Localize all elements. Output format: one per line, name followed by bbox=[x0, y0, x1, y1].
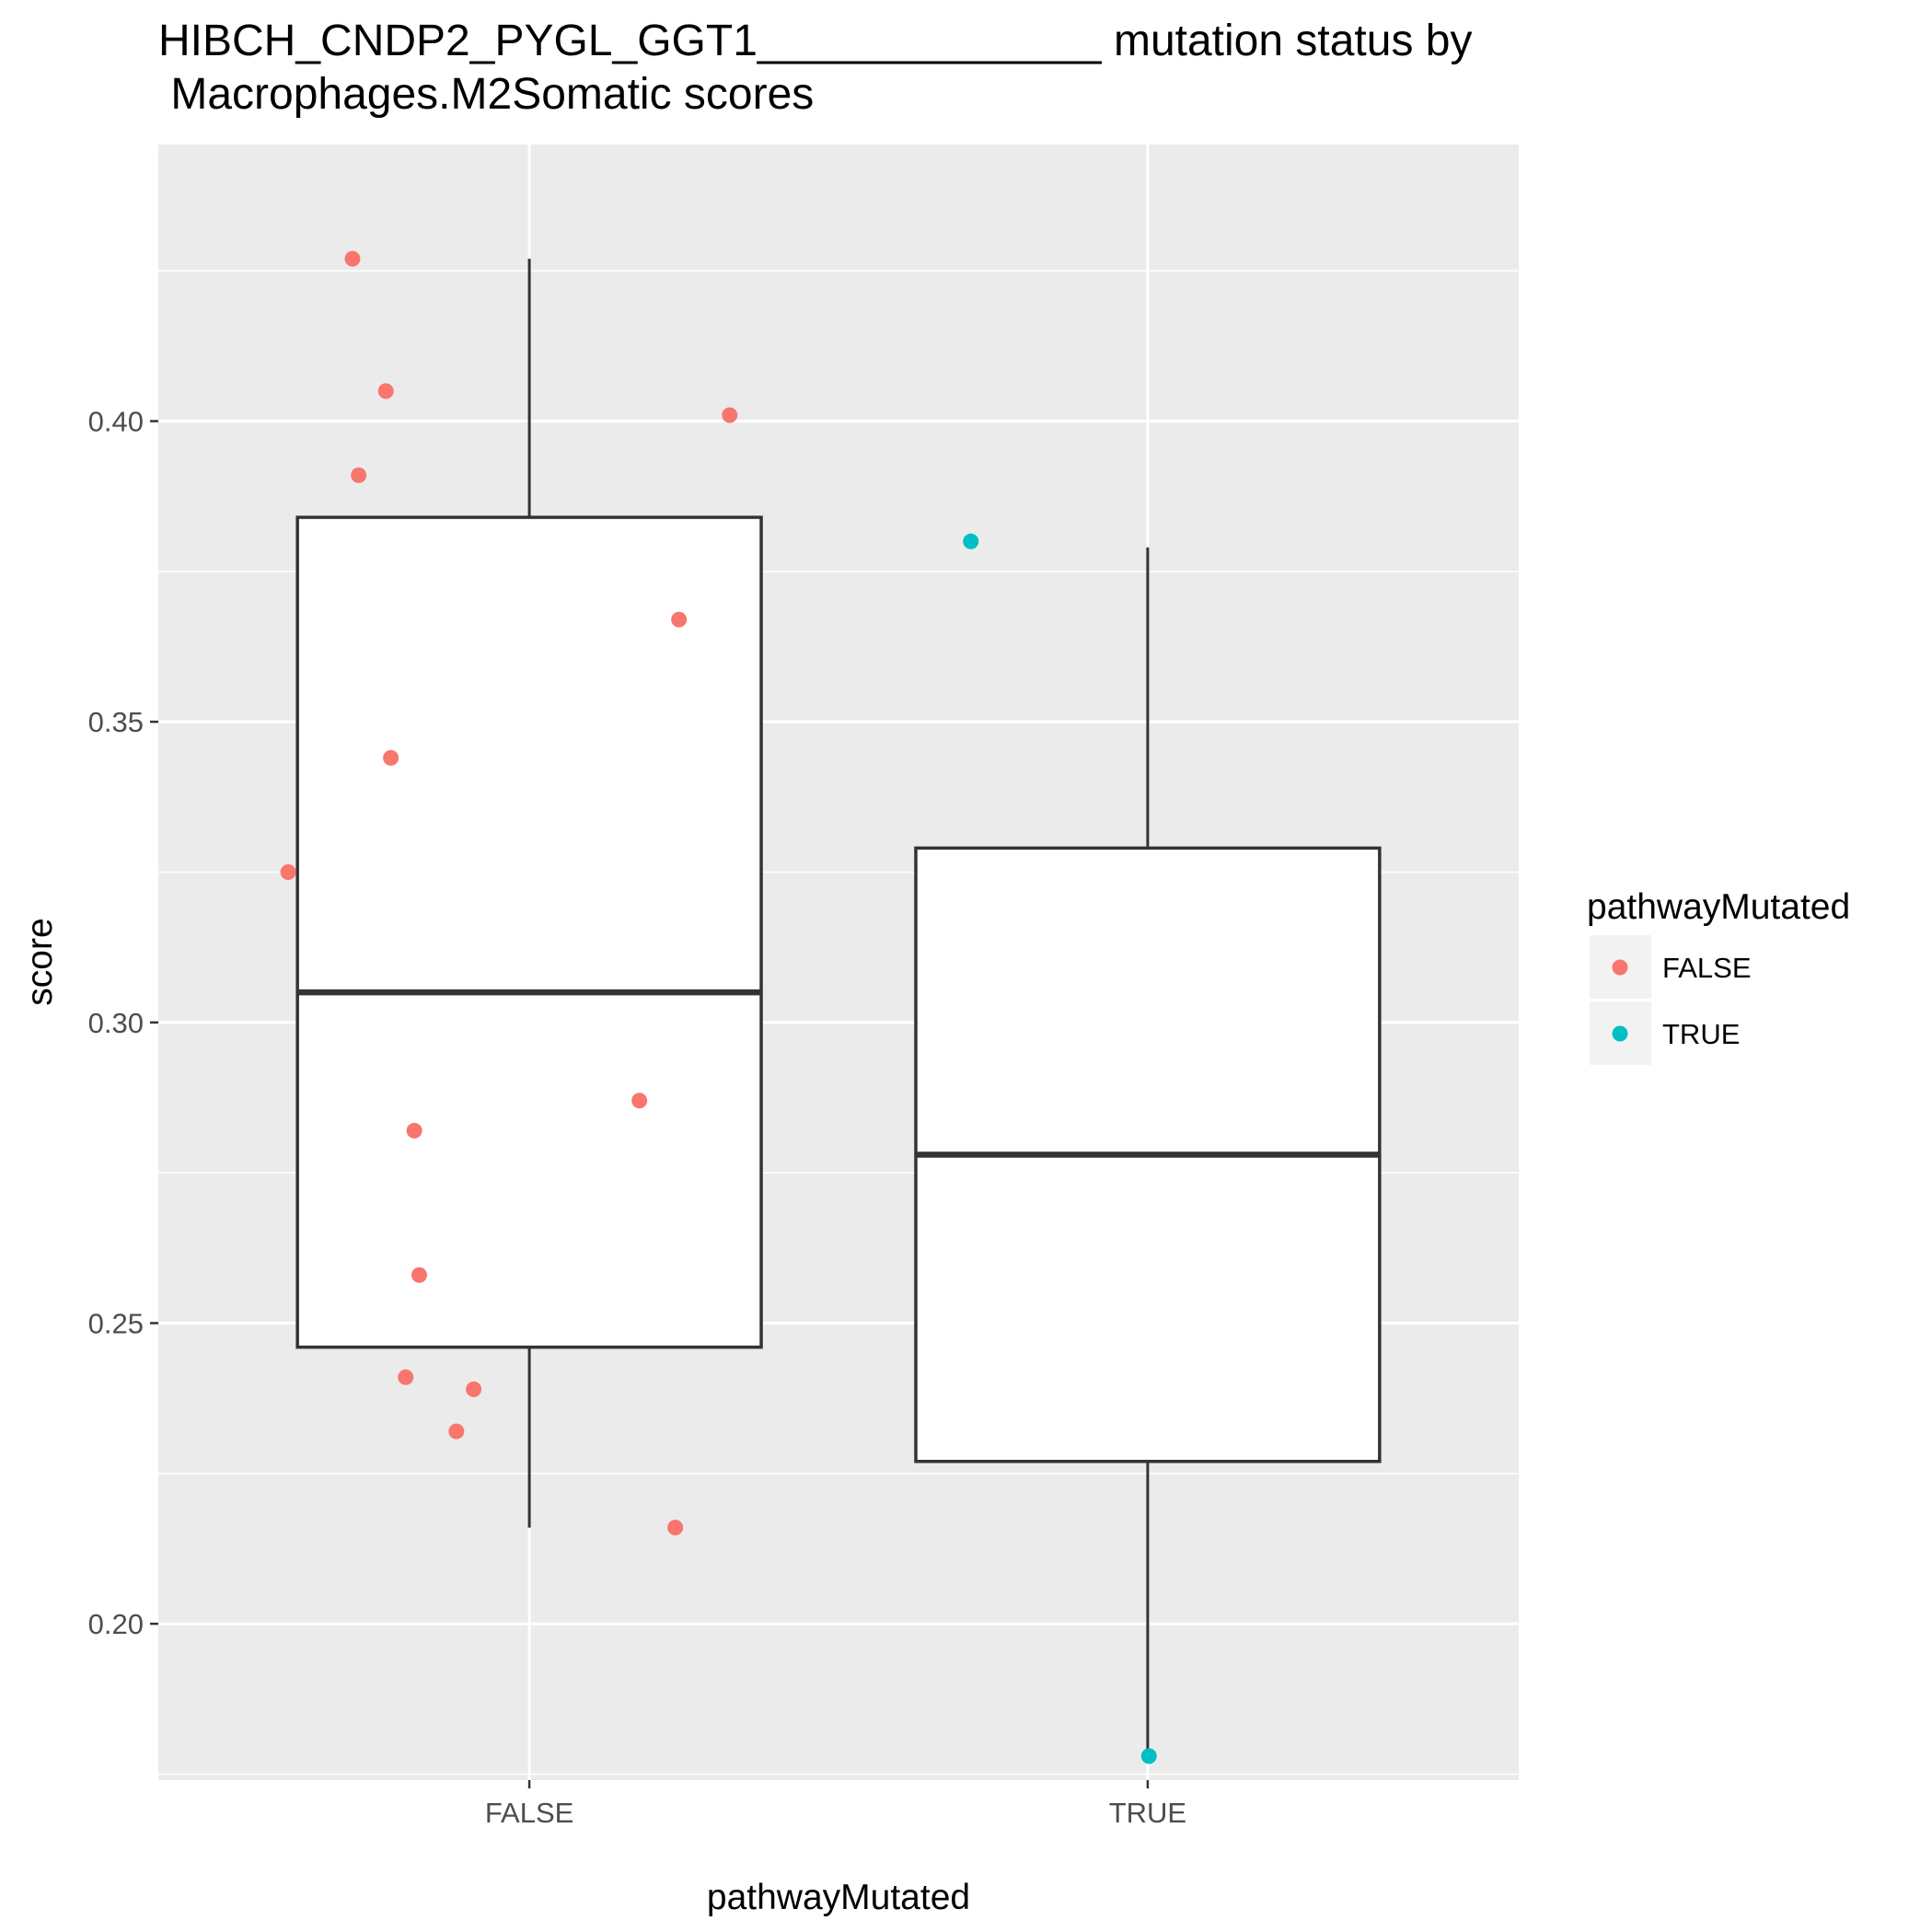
legend-label: TRUE bbox=[1662, 1018, 1740, 1050]
data-point-false bbox=[722, 407, 738, 423]
point-layer bbox=[280, 250, 1157, 1764]
data-point-false bbox=[383, 749, 399, 766]
chart-title: HIBCH_CNDP2_PYGL_GGT1______________ muta… bbox=[158, 17, 1472, 119]
chart-title-line-2: Macrophages.M2Somatic scores bbox=[158, 70, 814, 119]
box-false bbox=[295, 259, 763, 1528]
data-point-false bbox=[344, 250, 361, 267]
data-point-true bbox=[1140, 1748, 1157, 1764]
data-point-false bbox=[411, 1267, 428, 1283]
legend-items: FALSE TRUE bbox=[1590, 935, 1752, 1065]
box-layer bbox=[295, 259, 1382, 1756]
data-point-false bbox=[466, 1381, 482, 1397]
legend-key-swatch bbox=[1612, 1025, 1628, 1042]
y-tick-label: 0.25 bbox=[88, 1307, 144, 1339]
y-tick-label: 0.35 bbox=[88, 706, 144, 738]
legend-label: FALSE bbox=[1662, 952, 1752, 984]
y-tick-label: 0.40 bbox=[88, 406, 144, 438]
data-point-false bbox=[631, 1093, 648, 1109]
data-point-false bbox=[448, 1423, 465, 1440]
data-point-false bbox=[671, 611, 688, 628]
legend: pathwayMutated FALSE TRUE bbox=[1587, 887, 1850, 1065]
data-point-false bbox=[377, 383, 394, 399]
legend-title: pathwayMutated bbox=[1587, 887, 1850, 927]
data-point-true bbox=[963, 533, 979, 550]
legend-key-swatch bbox=[1612, 959, 1628, 976]
box-true bbox=[914, 547, 1382, 1756]
y-axis-title: score bbox=[20, 918, 60, 1005]
axes: 0.20 0.25 0.30 0.35 0.40 FALSE TRUE bbox=[88, 406, 1186, 1829]
legend-item-true: TRUE bbox=[1590, 1001, 1740, 1065]
data-point-false bbox=[398, 1369, 414, 1385]
legend-item-false: FALSE bbox=[1590, 935, 1752, 999]
x-tick-label: FALSE bbox=[485, 1797, 574, 1829]
x-tick-label: TRUE bbox=[1109, 1797, 1186, 1829]
data-point-false bbox=[351, 467, 367, 483]
data-point-false bbox=[280, 864, 296, 881]
x-axis-title: pathwayMutated bbox=[707, 1878, 970, 1917]
y-tick-label: 0.30 bbox=[88, 1007, 144, 1039]
box-iqr bbox=[295, 515, 763, 1349]
chart-title-line-1: HIBCH_CNDP2_PYGL_GGT1______________ muta… bbox=[158, 17, 1472, 65]
y-tick-label: 0.20 bbox=[88, 1608, 144, 1640]
data-point-false bbox=[406, 1122, 422, 1139]
data-point-false bbox=[667, 1520, 684, 1536]
